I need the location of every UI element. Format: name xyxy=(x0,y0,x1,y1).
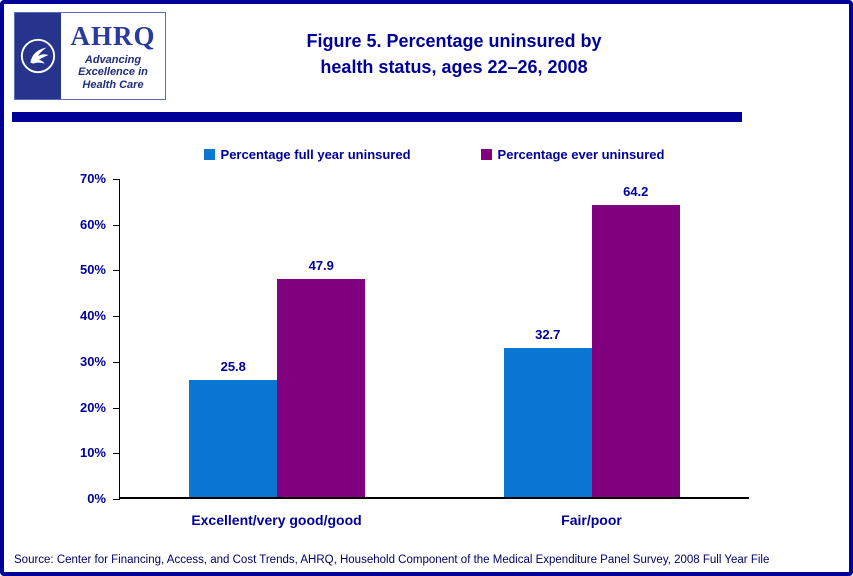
y-tick-label: 60% xyxy=(79,216,106,232)
source-note: Source: Center for Financing, Access, an… xyxy=(14,554,770,566)
legend-label: Percentage ever uninsured xyxy=(497,147,665,162)
ahrq-tagline-line3: Health Care xyxy=(82,78,144,91)
y-tick-mark xyxy=(113,407,120,409)
bar xyxy=(277,279,366,497)
ahrq-tagline-line2: Excellence in xyxy=(78,66,148,79)
chart-legend: Percentage full year uninsured Percentage… xyxy=(119,147,749,162)
bar xyxy=(189,379,278,497)
x-axis-labels: Excellent/very good/good Fair/poor xyxy=(119,512,749,528)
ahrq-logo: AHRQ Advancing Excellence in Health Care xyxy=(14,12,166,100)
legend-item: Percentage full year uninsured xyxy=(203,147,411,162)
y-tick-mark xyxy=(113,453,120,455)
bar-wrap: 64.2 xyxy=(591,179,680,497)
legend-swatch-icon xyxy=(480,149,492,160)
y-tick-label: 40% xyxy=(79,308,106,324)
y-tick-label: 30% xyxy=(79,353,106,369)
y-tick-mark xyxy=(113,224,120,226)
y-tick-label: 20% xyxy=(79,399,106,415)
x-category-label: Excellent/very good/good xyxy=(191,512,362,528)
y-tick-label: 50% xyxy=(79,262,106,278)
bar xyxy=(591,205,680,497)
bar-value-label: 47.9 xyxy=(308,258,334,274)
ahrq-acronym: AHRQ xyxy=(70,21,156,52)
page-title-line2: health status, ages 22–26, 2008 xyxy=(320,57,588,78)
bar-value-label: 25.8 xyxy=(220,358,246,374)
legend-label: Percentage full year uninsured xyxy=(220,147,411,162)
legend-swatch-icon xyxy=(203,149,215,160)
header-divider-bar xyxy=(12,112,742,122)
legend-item: Percentage ever uninsured xyxy=(480,147,665,162)
plot-area: 25.8 47.9 32.7 64.2 xyxy=(113,179,749,500)
bar-groups: 25.8 47.9 32.7 64.2 xyxy=(120,179,749,497)
y-tick-mark xyxy=(113,499,120,500)
y-axis-labels: 70% 60% 50% 40% 30% 20% 10% 0% xyxy=(54,171,112,506)
y-tick-label: 10% xyxy=(79,445,106,461)
bar-wrap: 25.8 xyxy=(189,179,278,497)
y-tick-mark xyxy=(113,270,120,272)
x-category-label: Fair/poor xyxy=(561,512,622,528)
y-tick-label: 0% xyxy=(87,491,106,506)
hhs-eagle-seal-icon xyxy=(15,13,61,99)
page-title: Figure 5. Percentage uninsured by health… xyxy=(174,28,734,80)
bar-wrap: 32.7 xyxy=(503,179,592,497)
ahrq-logo-text: AHRQ Advancing Excellence in Health Care xyxy=(61,13,165,99)
y-tick-mark xyxy=(113,316,120,318)
ahrq-tagline-line1: Advancing xyxy=(84,54,142,67)
ahrq-tagline: Advancing Excellence in Health Care xyxy=(78,54,148,90)
y-tick-mark xyxy=(113,179,120,180)
y-tick-label: 70% xyxy=(79,171,106,186)
bar-group: 25.8 47.9 xyxy=(120,179,435,497)
bar-value-label: 32.7 xyxy=(535,327,561,343)
y-tick-mark xyxy=(113,361,120,363)
bar xyxy=(503,348,592,497)
bar-wrap: 47.9 xyxy=(277,179,366,497)
bar-group: 32.7 64.2 xyxy=(435,179,750,497)
bar-value-label: 64.2 xyxy=(623,184,649,200)
page-title-line1: Figure 5. Percentage uninsured by xyxy=(306,31,602,51)
